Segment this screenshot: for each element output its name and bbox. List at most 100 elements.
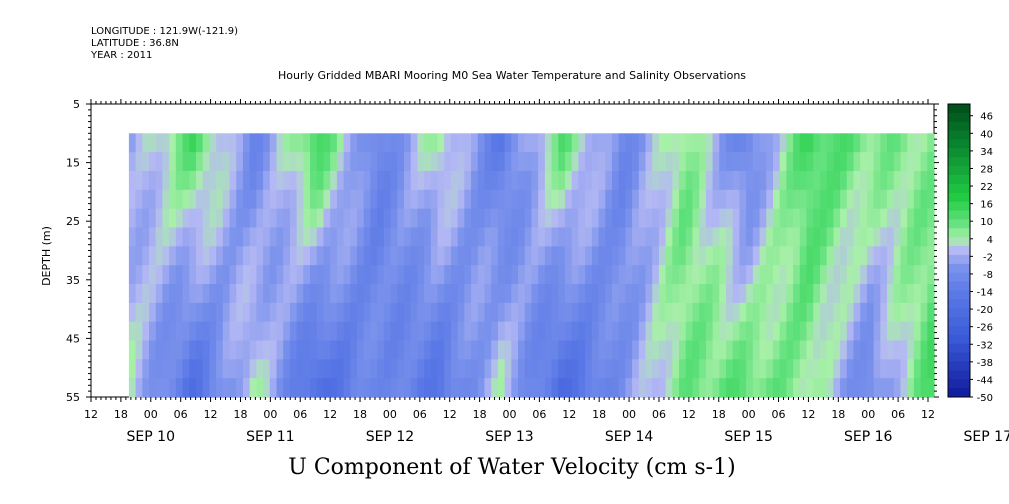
heatmap-cell [564,246,573,266]
colorbar-swatch [948,308,970,318]
heatmap-cell [866,378,875,398]
heatmap-cell [591,302,600,323]
heatmap-cell [169,208,177,229]
heatmap-cell [551,378,559,398]
heatmap-cell [464,340,472,360]
heatmap-cell [350,378,358,398]
heatmap-cell [350,302,358,323]
heatmap-cell [611,208,620,229]
heatmap-cell [464,265,472,285]
heatmap-cell [149,189,157,210]
heatmap-cell [377,265,385,285]
heatmap-cell [471,340,479,360]
heatmap-cell [880,246,888,266]
heatmap-cell [222,378,231,398]
heatmap-cell [316,321,325,342]
heatmap-cell [437,208,445,229]
heatmap-cell [645,208,653,229]
heatmap-cell [471,133,479,153]
heatmap-cell [618,302,626,323]
heatmap-cell [202,133,210,153]
heatmap-cell [256,189,264,210]
heatmap-cell [887,359,895,379]
heatmap-cell [739,378,747,398]
heatmap-cell [437,246,445,266]
heatmap-cell [343,152,351,172]
heatmap-cell [437,321,445,342]
x-hour-tick-label: 12 [921,408,935,421]
heatmap-cell [229,170,237,191]
heatmap-cell [759,152,767,172]
heatmap-cell [276,359,284,379]
heatmap-cell [632,208,640,229]
heatmap-cell [746,302,754,323]
heatmap-cell [357,189,365,210]
heatmap-cell [726,359,734,379]
heatmap-cell [524,208,533,229]
heatmap-cell [585,340,593,360]
heatmap-cell [269,302,278,323]
heatmap-cell [430,283,439,304]
heatmap-cell [578,265,586,285]
heatmap-cell [316,359,325,379]
heatmap-cell [752,189,761,210]
heatmap-cell [524,378,533,398]
heatmap-cell [216,283,224,304]
heatmap-cell [732,359,741,379]
heatmap-cell [913,321,922,342]
heatmap-cell [128,265,137,285]
heatmap-cell [216,378,224,398]
heatmap-cell [846,246,855,266]
x-hour-tick-label: 12 [84,408,98,421]
heatmap-cell [182,208,190,229]
heatmap-cell [893,340,902,360]
heatmap-cell [350,246,358,266]
heatmap-cell [679,152,687,172]
heatmap-cell [256,152,264,172]
heatmap-cell [813,208,821,229]
heatmap-cell [591,189,600,210]
heatmap-cell [632,133,640,153]
heatmap-cell [155,170,164,191]
heatmap-cell [705,265,714,285]
heatmap-cell [766,227,774,247]
heatmap-cell [873,359,881,379]
heatmap-cell [846,208,855,229]
heatmap-cell [202,340,210,360]
heatmap-cell [497,170,506,191]
heatmap-cell [746,246,754,266]
heatmap-cell [316,302,325,323]
heatmap-cell [611,378,620,398]
heatmap-cell [544,189,553,210]
heatmap-cell [679,189,687,210]
heatmap-cell [880,170,888,191]
heatmap-cell [155,283,164,304]
heatmap-cell [491,189,499,210]
heatmap-cell [283,340,291,360]
heatmap-cell [685,246,694,266]
heatmap-cell [310,227,318,247]
heatmap-cell [504,246,512,266]
heatmap-cell [598,283,606,304]
heatmap-cell [242,340,251,360]
heatmap-cell [283,246,291,266]
heatmap-cell [833,133,841,153]
heatmap-cell [256,321,264,342]
heatmap-cell [913,170,922,191]
heatmap-cell [330,321,338,342]
heatmap-cell [591,133,600,153]
heatmap-cell [162,152,170,172]
heatmap-cell [497,227,506,247]
heatmap-cell [283,152,291,172]
heatmap-cell [256,246,264,266]
heatmap-cell [128,359,137,379]
heatmap-cell [128,133,137,153]
heatmap-cell [833,302,841,323]
heatmap-cell [638,283,647,304]
colorbar-label: -20 [977,305,993,316]
heatmap-cell [518,283,526,304]
x-hour-tick-label: 18 [353,408,367,421]
heatmap-cell [819,283,828,304]
heatmap-cell [746,283,754,304]
